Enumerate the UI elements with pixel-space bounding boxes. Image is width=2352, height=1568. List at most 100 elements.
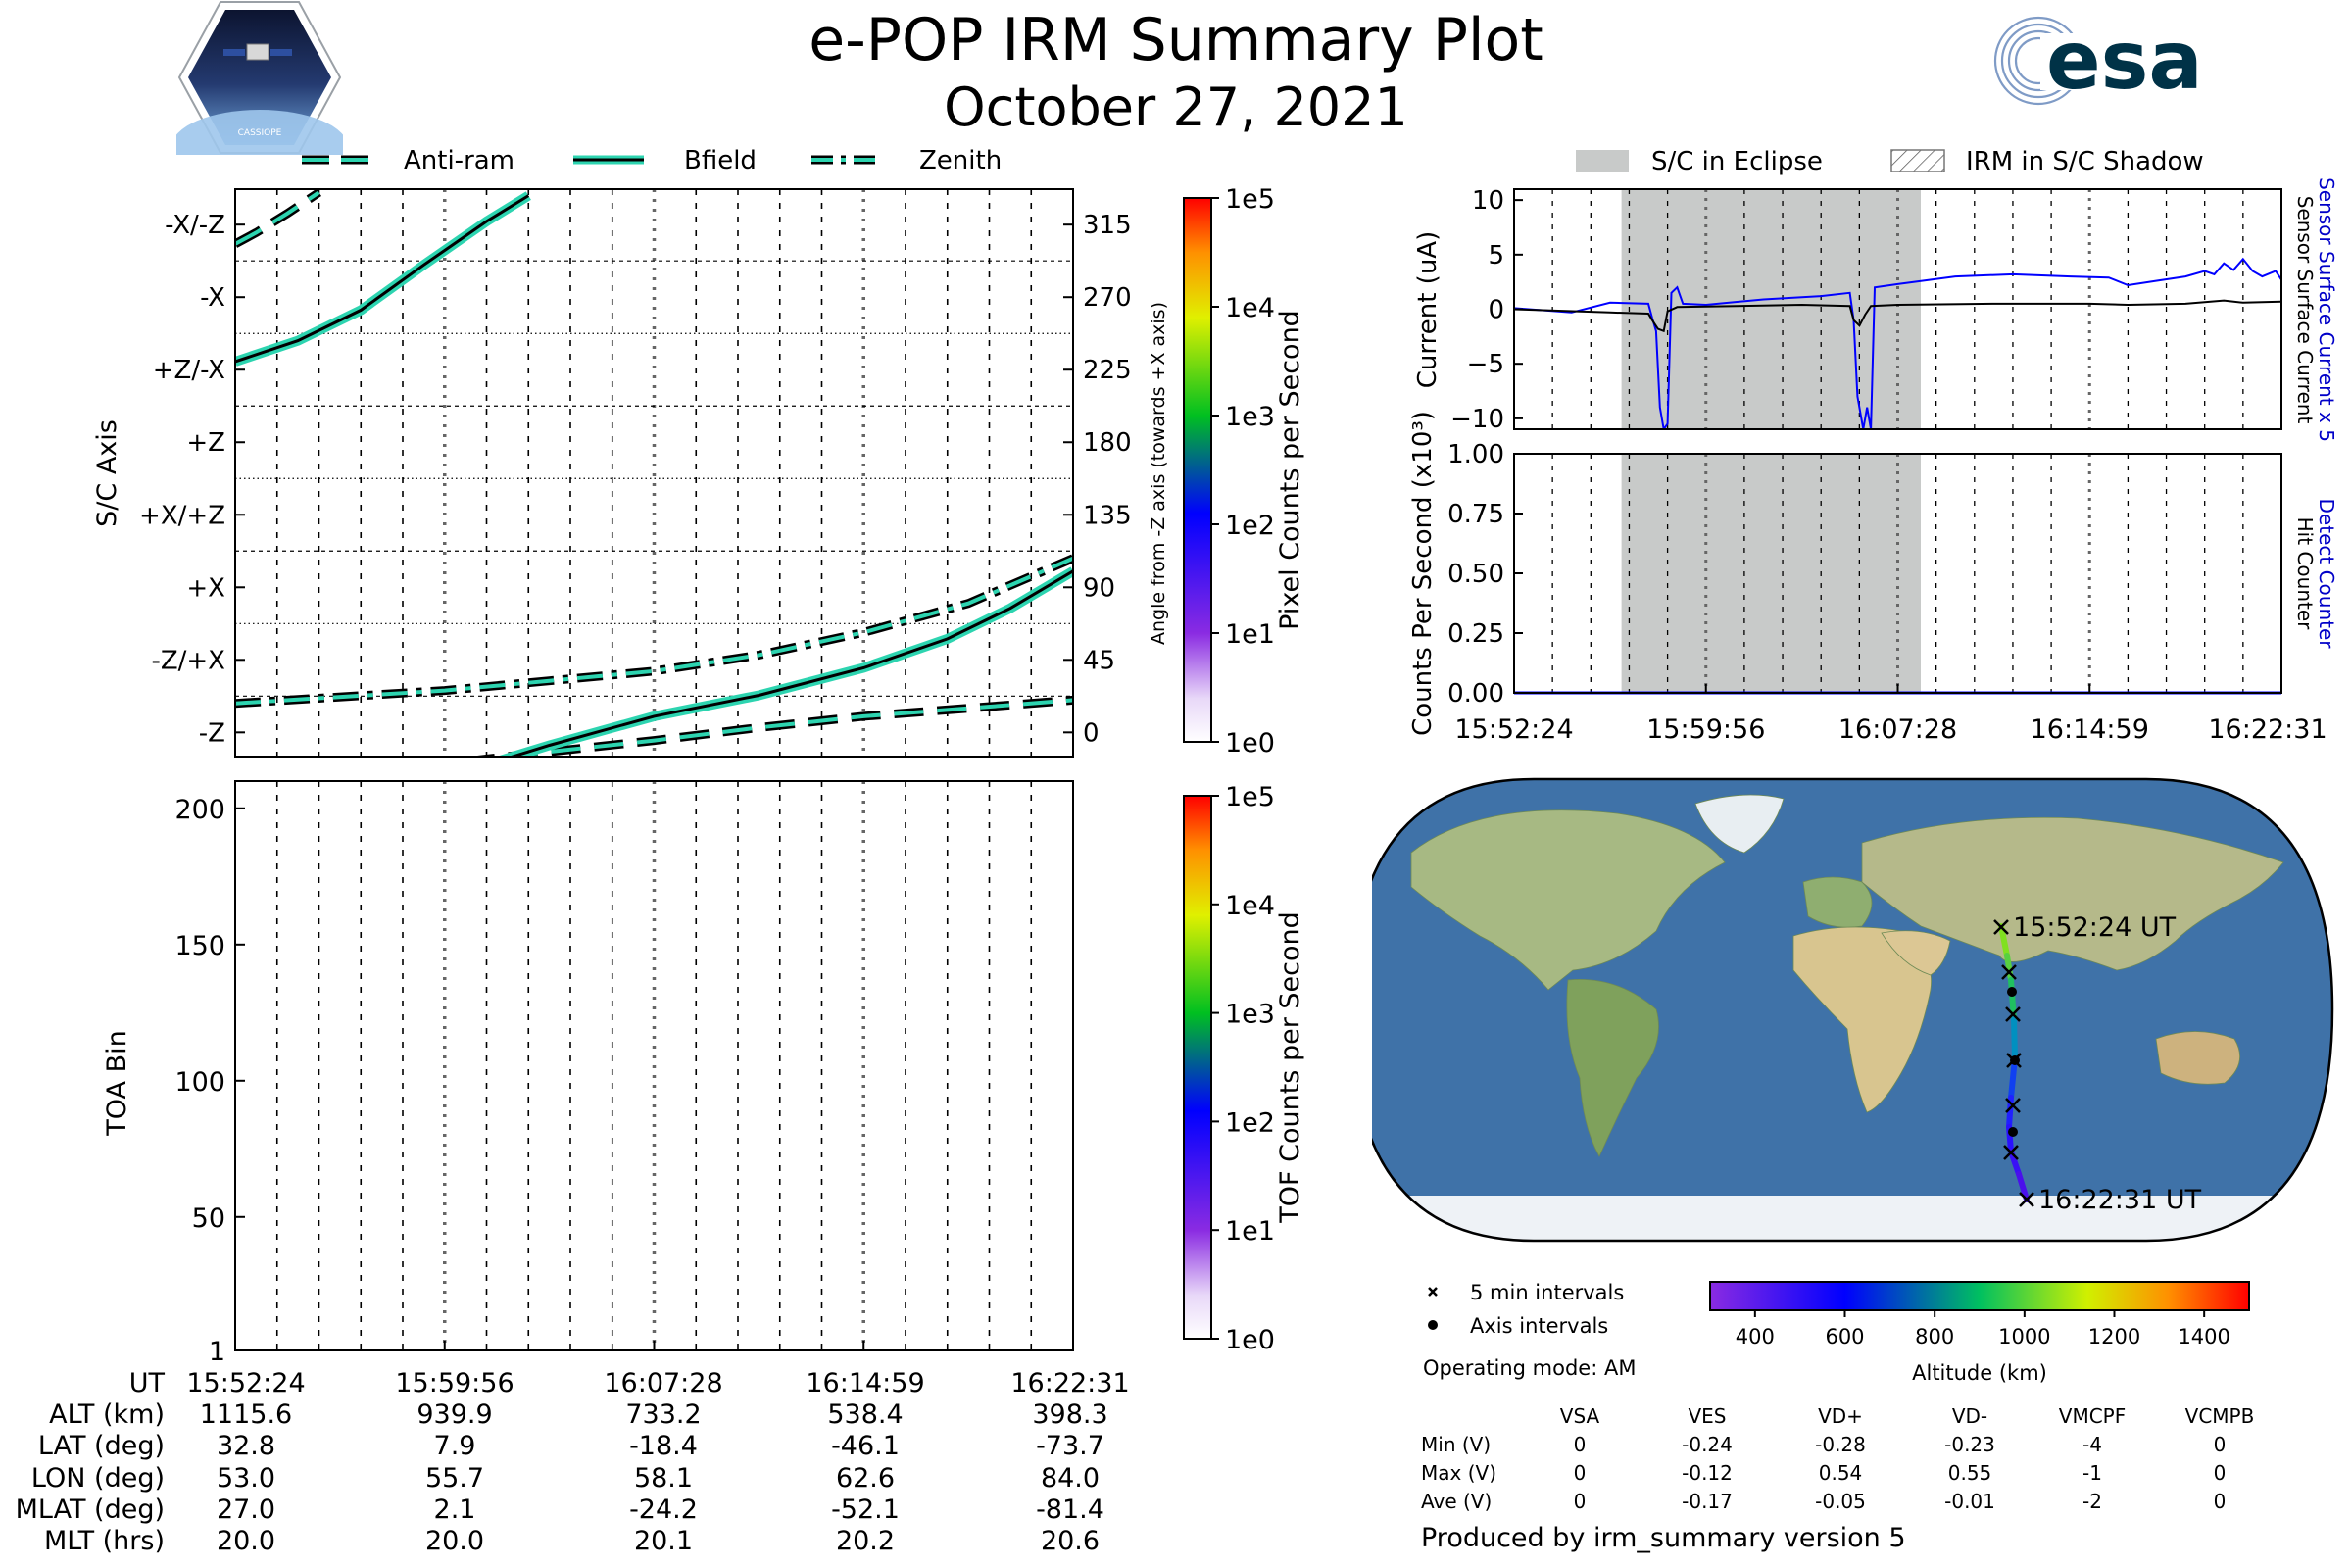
cassiope-logo-text: CASSIOPE — [238, 128, 282, 138]
tof-cbar-bar — [1183, 795, 1212, 1340]
summary-cell: 0 — [1573, 1461, 1587, 1485]
ephemeris-cell: 20.0 — [424, 1526, 485, 1556]
sc-axis-y2tick-label: 180 — [1083, 428, 1132, 458]
altitude-tick-label: 1400 — [2178, 1325, 2230, 1348]
pixel-cbar-tick-label: 1e2 — [1225, 511, 1275, 541]
summary-header: VD+ — [1818, 1404, 1863, 1428]
summary-cell: -0.28 — [1815, 1433, 1866, 1456]
sc-axis-ytick-label: +X — [186, 573, 225, 603]
ephemeris-cell: 15:52:24 — [186, 1368, 306, 1398]
operating-mode: Operating mode: AM — [1423, 1356, 1637, 1380]
current-eclipse-band — [1621, 189, 1921, 429]
ephemeris-cell: 20.6 — [1040, 1526, 1101, 1556]
ephemeris-cell: -73.7 — [1036, 1431, 1104, 1461]
current-series-sensor — [1514, 299, 2281, 333]
tof-ytick-label: 1 — [209, 1337, 225, 1367]
tof-cbar-tick-label: 1e1 — [1225, 1216, 1275, 1247]
legend-shadow: IRM in S/C Shadow — [1966, 147, 2204, 176]
pixel-cbar-tick-label: 1e5 — [1225, 184, 1275, 215]
counts-xtick-label: 16:14:59 — [2031, 714, 2149, 745]
land-arabia — [1881, 930, 1951, 976]
land-south-america — [1566, 979, 1659, 1157]
summary-cell: 0 — [1573, 1490, 1587, 1513]
esa-logo: esa — [1993, 15, 2203, 108]
current-ylabel: Current (uA) — [1413, 231, 1443, 388]
tof-cbar-tick-label: 1e0 — [1225, 1325, 1275, 1355]
legend-dot-icon — [1428, 1320, 1438, 1330]
summary-cell: -0.01 — [1944, 1490, 1995, 1513]
top-legend: Anti-ram Bfield Zenith — [302, 146, 1002, 175]
sc-axis-ytick-label: +Z/-X — [153, 356, 225, 385]
tof-ytick-label: 200 — [174, 795, 225, 825]
altitude-tick-label: 600 — [1825, 1325, 1864, 1348]
ephemeris-cell: -18.4 — [629, 1431, 698, 1461]
legend-5min: 5 min intervals — [1470, 1281, 1624, 1304]
sc-axis-y2tick-label: 225 — [1083, 356, 1132, 385]
ground-track-segment — [2011, 1016, 2018, 1061]
map-start-label: 15:52:24 UT — [2013, 912, 2177, 943]
sc-axis-frame — [234, 188, 1074, 758]
altitude-tick-label: 1200 — [2088, 1325, 2140, 1348]
legend-axis: Axis intervals — [1470, 1314, 1608, 1338]
summary-header: VD- — [1951, 1404, 1988, 1428]
page-date: October 27, 2021 — [944, 76, 1408, 138]
pixel-cbar-tick-label: 1e3 — [1225, 402, 1275, 432]
pixel-cbar-tick-label: 1e4 — [1225, 293, 1275, 323]
sc-axis-y2tick-label: 90 — [1083, 573, 1115, 603]
land-north-america — [1410, 809, 1726, 991]
track-5min-marker — [2019, 1192, 2034, 1207]
ephemeris-cell: 398.3 — [1032, 1399, 1108, 1430]
sc-axis-ytick-label: +X/+Z — [139, 501, 225, 530]
sc-axis-y2tick-label: 270 — [1083, 283, 1132, 313]
tof-cbar-label: TOF Counts per Second — [1275, 911, 1305, 1224]
ephemeris-cell: 733.2 — [625, 1399, 702, 1430]
summary-row-label: Ave (V) — [1421, 1490, 1493, 1513]
sc-axis-ytick-label: +Z — [186, 428, 225, 458]
sc-axis-y2tick-label: 45 — [1083, 646, 1115, 675]
sc-axis-ytick-label: -Z — [199, 718, 225, 748]
summary-cell: -0.23 — [1944, 1433, 1995, 1456]
world-map — [1372, 779, 2332, 1241]
ephemeris-row-label: MLAT (deg) — [15, 1494, 165, 1525]
summary-row-label: Min (V) — [1421, 1433, 1492, 1456]
cassiope-logo: CASSIOPE — [176, 1, 343, 155]
ground-track-segment — [2004, 953, 2014, 983]
counts-ytick-label: 0.25 — [1447, 619, 1504, 649]
track-axis-marker — [2008, 1127, 2018, 1137]
sc-axis-ylabel: S/C Axis — [92, 419, 122, 527]
counts-xtick-label: 15:52:24 — [1454, 714, 1573, 745]
series-anti-ram — [235, 190, 320, 246]
ephemeris-cell: 538.4 — [827, 1399, 904, 1430]
ephemeris-row-label: LON (deg) — [30, 1463, 165, 1494]
ephemeris-row-label: LAT (deg) — [37, 1431, 165, 1461]
summary-cell: -0.12 — [1682, 1461, 1733, 1485]
summary-cell: 0 — [1573, 1433, 1587, 1456]
left-charts: -Z 0 -Z/+X 45 +X 90 +X/+Z 135 +Z 180 +Z/-X 225 -X 270… — [92, 184, 1305, 1367]
current-y2label-black: Sensor Surface Current — [2293, 196, 2317, 424]
summary-cell: -0.17 — [1682, 1490, 1733, 1513]
current-ytick-label: 0 — [1488, 296, 1504, 325]
footer-produced: Produced by irm_summary version 5 — [1421, 1523, 1906, 1553]
track-axis-marker — [2007, 987, 2017, 997]
land-australia — [2155, 1031, 2241, 1085]
ephemeris-cell: 16:07:28 — [604, 1368, 723, 1398]
legend-eclipse: S/C in Eclipse — [1651, 147, 1823, 176]
ephemeris-cell: -46.1 — [831, 1431, 900, 1461]
summary-header: VES — [1688, 1404, 1727, 1428]
ephemeris-cell: 16:22:31 — [1010, 1368, 1130, 1398]
current-series-sensor-x5 — [1514, 257, 2281, 429]
ephemeris-cell: 20.0 — [216, 1526, 276, 1556]
ephemeris-row-label: ALT (km) — [49, 1399, 165, 1430]
track-5min-marker — [2005, 1098, 2021, 1113]
ephemeris-cell: 939.9 — [416, 1399, 493, 1430]
ephemeris-cell: 58.1 — [633, 1463, 694, 1494]
sc-axis-ytick-label: -X — [200, 283, 225, 313]
summary-cell: 0 — [2213, 1490, 2227, 1513]
ephemeris-cell: 7.9 — [433, 1431, 476, 1461]
ephemeris-cell: 20.1 — [633, 1526, 694, 1556]
summary-cell: -0.05 — [1815, 1490, 1866, 1513]
ephemeris-cell: -52.1 — [831, 1494, 900, 1525]
counts-xtick-label: 16:07:28 — [1838, 714, 1957, 745]
ephemeris-cell: 15:59:56 — [395, 1368, 514, 1398]
